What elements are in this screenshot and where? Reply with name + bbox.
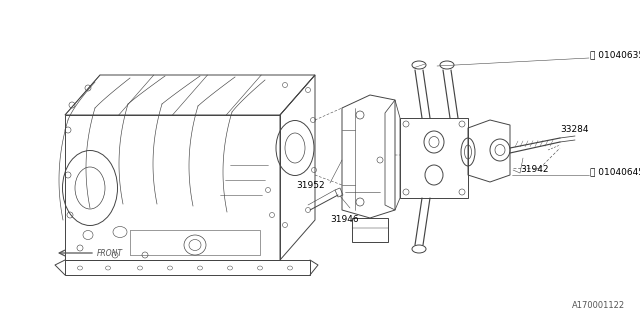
Text: 31946: 31946: [330, 215, 358, 225]
Text: 31952: 31952: [296, 180, 325, 189]
Text: A170001122: A170001122: [572, 301, 625, 310]
Text: 31942: 31942: [520, 165, 548, 174]
Text: ⒱ 010406350(2): ⒱ 010406350(2): [590, 51, 640, 60]
Text: ⒱ 010406450(2): ⒱ 010406450(2): [590, 167, 640, 177]
Text: 33284: 33284: [560, 125, 589, 134]
Text: FRONT: FRONT: [97, 249, 123, 258]
